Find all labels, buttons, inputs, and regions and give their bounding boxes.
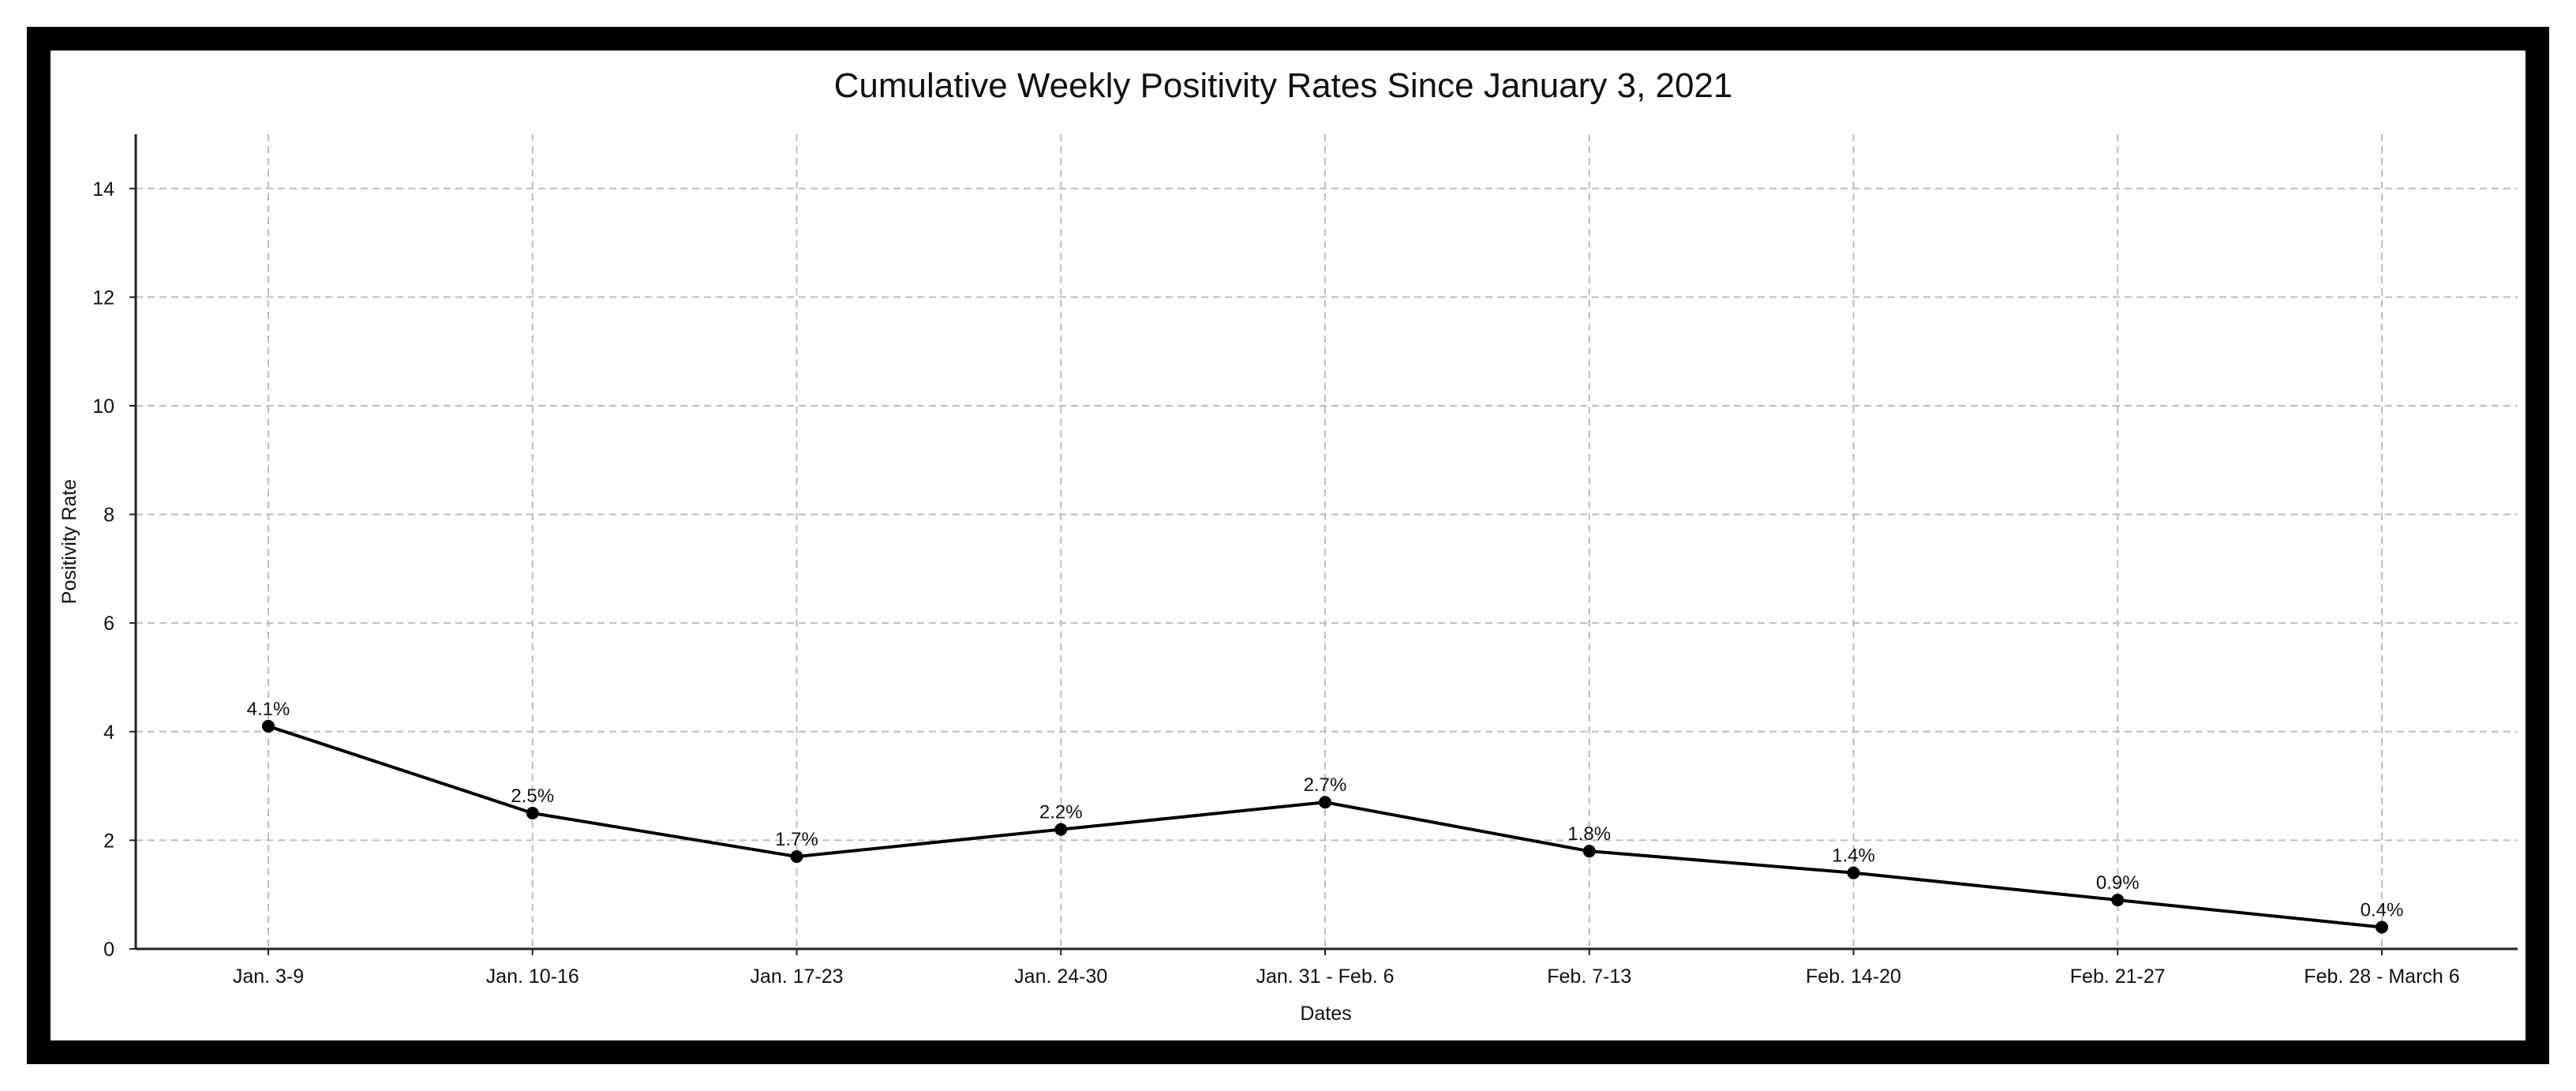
y-tick-label: 6	[103, 613, 114, 635]
data-point	[790, 850, 803, 864]
x-tick-label: Jan. 24-30	[1014, 965, 1107, 988]
y-tick-label: 4	[103, 722, 114, 744]
y-tick-label: 14	[92, 178, 114, 201]
x-tick-label: Jan. 10-16	[486, 965, 579, 988]
data-label: 2.7%	[1304, 774, 1347, 796]
x-tick-labels: Jan. 3-9 Jan. 10-16 Jan. 17-23 Jan. 24-30 Ja…	[233, 965, 2460, 988]
grid-lines	[136, 134, 2518, 949]
y-tick-labels: 0 2 4 6 8 10 12 14	[92, 178, 114, 961]
data-label: 1.8%	[1567, 823, 1611, 845]
data-label: 1.4%	[1832, 845, 1875, 867]
chart-title: Cumulative Weekly Positivity Rates Since…	[834, 66, 1733, 105]
x-axis-label: Dates	[1300, 1003, 1351, 1025]
data-label: 4.1%	[247, 699, 290, 720]
x-tick-label: Feb. 7-13	[1547, 965, 1631, 988]
y-tick-label: 2	[103, 830, 114, 852]
x-tick-label: Jan. 17-23	[750, 965, 843, 988]
chart-frame	[27, 27, 2549, 1064]
data-point	[526, 807, 539, 819]
data-point	[1054, 823, 1068, 836]
data-point	[262, 719, 275, 733]
y-axis-label: Positivity Rate	[58, 479, 80, 604]
y-tick-label: 12	[92, 287, 114, 309]
x-tick-label: Feb. 14-20	[1806, 965, 1901, 988]
data-label: 0.9%	[2096, 872, 2140, 894]
data-point	[2111, 894, 2125, 907]
data-point	[1582, 845, 1596, 858]
data-label: 1.7%	[775, 829, 818, 850]
x-tick-label: Feb. 28 - March 6	[2304, 965, 2459, 988]
data-labels: 4.1% 2.5% 1.7% 2.2% 2.7% 1.8% 1.4% 0.9% 0.4%	[247, 699, 2404, 921]
data-label: 2.2%	[1039, 802, 1083, 823]
y-tick-label: 8	[103, 504, 114, 527]
data-label: 0.4%	[2361, 899, 2404, 920]
axes	[129, 134, 2518, 955]
data-points	[262, 719, 2388, 934]
data-point	[1847, 866, 1860, 879]
y-tick-label: 10	[92, 396, 114, 418]
x-tick-label: Jan. 31 - Feb. 6	[1256, 965, 1394, 988]
data-label: 2.5%	[511, 785, 554, 807]
y-tick-label: 0	[103, 939, 114, 961]
x-tick-label: Feb. 21-27	[2070, 965, 2166, 988]
x-tick-label: Jan. 3-9	[233, 965, 304, 988]
data-point	[2376, 920, 2388, 934]
data-point	[1319, 796, 1331, 809]
